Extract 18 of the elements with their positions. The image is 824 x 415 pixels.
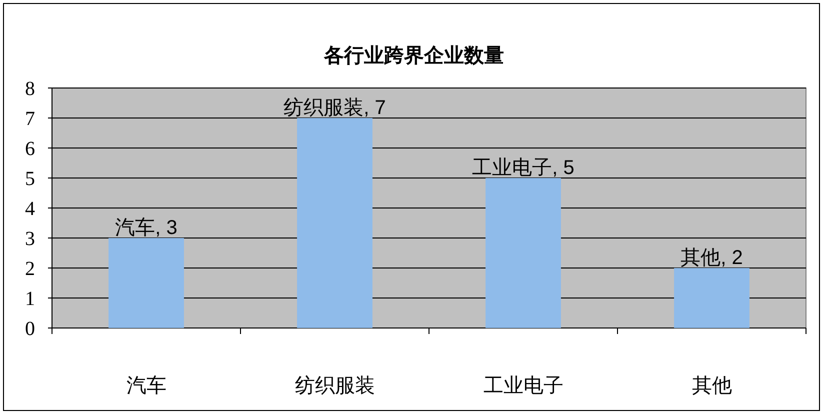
data-label: 其他, 2 (680, 247, 743, 269)
y-tick-label: 1 (25, 288, 35, 310)
y-tick-label: 5 (25, 168, 35, 190)
x-tick-label: 纺织服装 (294, 375, 375, 397)
x-tick-label: 其他 (692, 375, 732, 397)
data-label: 纺织服装, 7 (284, 97, 386, 119)
data-label: 工业电子, 5 (472, 157, 574, 179)
data-label: 汽车, 3 (115, 217, 178, 239)
x-tick-label: 工业电子 (483, 375, 564, 397)
y-tick-label: 2 (25, 258, 35, 280)
y-tick-label: 7 (25, 108, 35, 130)
y-tick-label: 8 (25, 78, 35, 100)
y-tick-label: 0 (25, 318, 35, 340)
y-tick-label: 6 (25, 138, 35, 160)
x-tick-label: 汽车 (126, 375, 166, 397)
y-tick-label: 4 (25, 198, 35, 220)
chart-title: 各行业跨界企业数量 (323, 45, 504, 67)
y-tick-label: 3 (25, 228, 35, 250)
